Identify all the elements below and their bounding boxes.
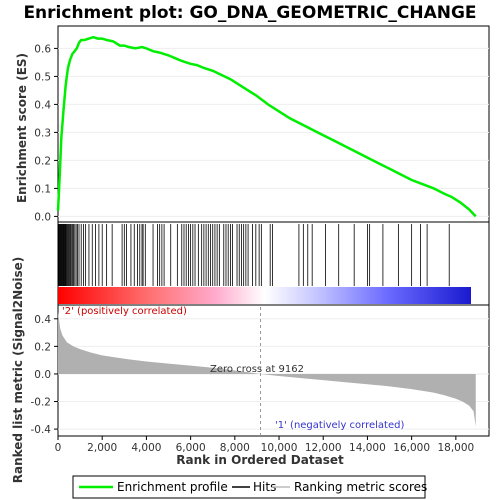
es-y-tick-label: 0.4 [34,99,51,111]
x-tick-label: 0 [55,442,62,454]
es-axis-label: Enrichment score (ES) [15,53,29,203]
metric-y-tick-label: -0.4 [31,424,52,436]
x-tick-label: 18,000 [437,442,474,454]
es-y-tick-label: 0.6 [34,43,51,55]
negative-correlation-label: '1' (negatively correlated) [275,420,404,431]
x-tick-label: 12,000 [305,442,342,454]
x-tick-label: 14,000 [349,442,386,454]
es-y-axis: 0.0 0.1 0.2 0.3 0.4 0.5 0.6 [34,43,58,223]
metric-y-tick-label: -0.2 [31,397,52,409]
es-y-tick-label: 0.1 [34,183,51,195]
ranking-metric-area [58,311,476,427]
positive-correlation-label: '2' (positively correlated) [62,306,187,317]
legend: Enrichment profile Hits Ranking metric s… [72,475,427,499]
es-y-tick-label: 0.2 [34,155,51,167]
x-tick-label: 4,000 [131,442,161,454]
x-tick-label: 6,000 [176,442,206,454]
es-y-tick-label: 0.3 [34,127,51,139]
x-axis: 0 2,000 4,000 6,000 8,000 10,000 12,000 14,000 1… [55,436,474,454]
es-y-tick-label: 0.0 [34,211,51,223]
x-tick-label: 16,000 [393,442,430,454]
x-tick-label: 10,000 [261,442,298,454]
enrichment-profile-line [56,35,477,218]
metric-y-axis: -0.4 -0.2 0.0 0.2 0.4 [31,314,58,436]
hit-markers [58,224,450,286]
es-y-tick-label: 0.5 [34,71,51,83]
metric-y-tick-label: 0.4 [34,314,51,326]
x-tick-label: 2,000 [87,442,117,454]
zero-cross-label: Zero cross at 9162 [210,364,304,375]
legend-hits-label: Hits [253,480,276,494]
metric-axis-label: Ranked list metric (Signal2Noise) [11,257,25,484]
rank-color-bar [58,287,471,304]
metric-y-tick-label: 0.2 [34,341,51,353]
x-tick-label: 8,000 [220,442,250,454]
metric-y-tick-label: 0.0 [34,369,51,381]
x-axis-label: Rank in Ordered Dataset [176,453,344,467]
chart-title: Enrichment plot: GO_DNA_GEOMETRIC_CHANGE [23,3,476,23]
legend-enrichment-label: Enrichment profile [117,480,228,494]
es-panel [57,25,490,223]
legend-metric-label: Ranking metric scores [294,480,427,494]
